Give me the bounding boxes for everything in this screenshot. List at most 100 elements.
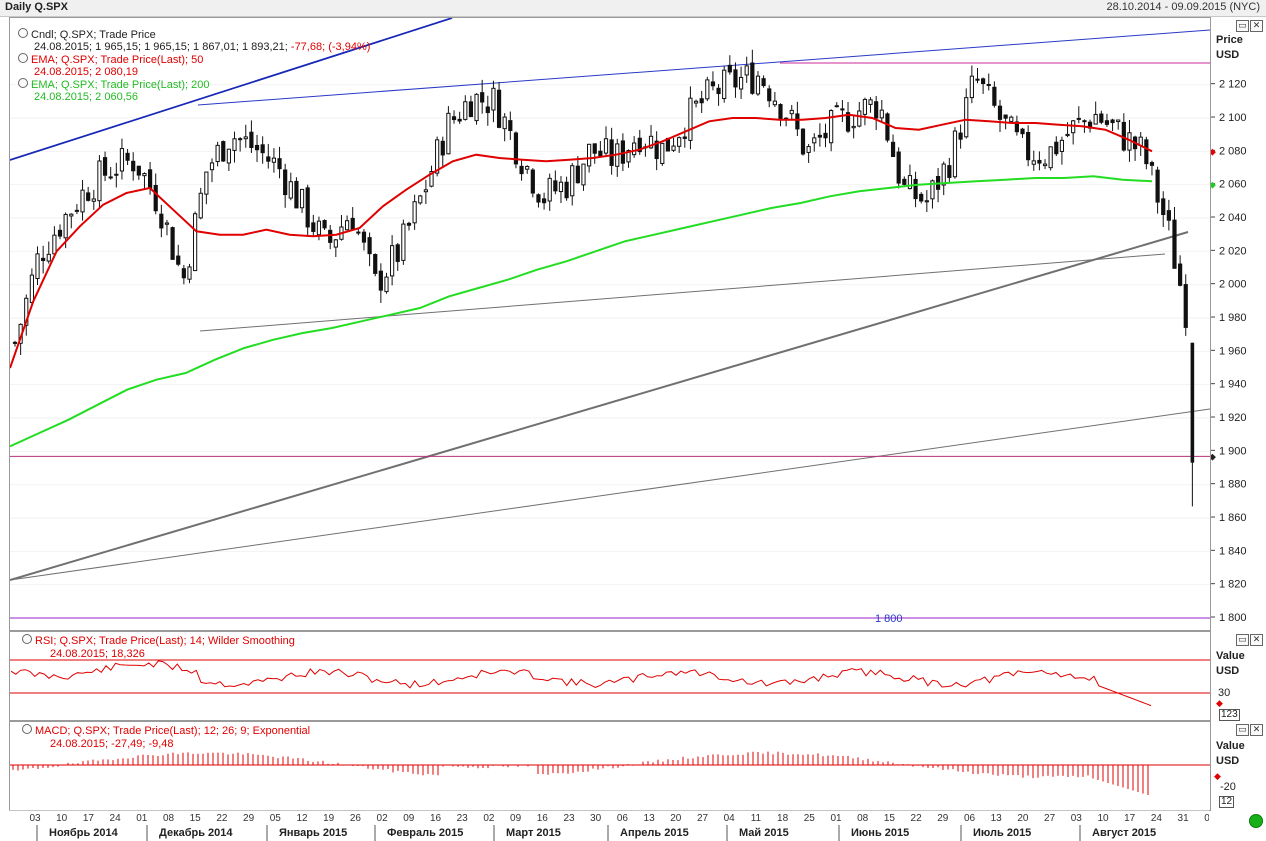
status-indicator-icon[interactable] <box>1249 814 1263 828</box>
settings-dot-icon[interactable] <box>22 634 32 644</box>
marker-icon: ◆ <box>1211 180 1216 190</box>
candle-body <box>209 162 215 171</box>
legend-candles-change: -77,68; (-3,94%) <box>290 41 371 53</box>
settings-dot-icon[interactable] <box>18 28 28 38</box>
candle-body <box>1003 114 1008 119</box>
close-panel-button[interactable]: ✕ <box>1250 724 1263 736</box>
candle-body <box>164 222 170 225</box>
candle-body <box>1042 163 1048 167</box>
macd-panel[interactable]: MACD; Q.SPX; Trade Price(Last); 12; 26; … <box>9 721 1211 811</box>
close-panel-button[interactable]: ✕ <box>1250 634 1263 646</box>
candle-body <box>254 144 260 151</box>
candle-body <box>1082 120 1087 123</box>
candle-body <box>468 101 474 118</box>
candle-body <box>232 138 237 151</box>
close-panel-button[interactable]: ✕ <box>1250 20 1263 32</box>
rsi-legend-name: RSI; Q.SPX; Trade Price(Last); 14; Wilde… <box>35 635 295 647</box>
candle-body <box>851 125 856 129</box>
marker-icon: ◆ <box>1214 771 1221 781</box>
month-label: Февраль 2015 <box>387 827 463 839</box>
candle-body <box>1065 133 1070 137</box>
candle-body <box>879 109 884 119</box>
candle-body <box>519 165 524 175</box>
price-tick-label: 2 120 <box>1219 79 1247 91</box>
candle-body <box>142 173 147 177</box>
minimize-panel-button[interactable]: ▭ <box>1236 20 1249 32</box>
minimize-panel-button[interactable]: ▭ <box>1236 634 1249 646</box>
rsi-level-label: 30 <box>1218 687 1231 699</box>
candle-body <box>964 97 969 138</box>
candle-body <box>457 118 462 122</box>
price-tick-label: 2 040 <box>1219 212 1247 224</box>
time-axis[interactable]: 03 10 17 24 01 08 15 22 29 05 12 19 26 02 09 16 23 02 09 16… <box>9 810 1209 841</box>
candle-body <box>1172 219 1177 269</box>
trendline <box>199 253 1166 332</box>
rsi-panel[interactable]: RSI; Q.SPX; Trade Price(Last); 14; Wilde… <box>9 631 1211 721</box>
candle-body <box>1149 162 1155 166</box>
candle-body <box>283 169 288 196</box>
trendline <box>197 29 1210 106</box>
candle-body <box>29 274 34 304</box>
day-tick-label: 04 <box>724 813 736 824</box>
rsi-legend: RSI; Q.SPX; Trade Price(Last); 14; Wilde… <box>22 634 295 647</box>
day-tick-label: 24 <box>1151 813 1163 824</box>
candle-body <box>1093 113 1098 125</box>
candle-body <box>958 132 963 140</box>
candle-body <box>716 87 721 95</box>
candle-body <box>429 171 434 187</box>
price-panel[interactable]: 1 800 Cndl; Q.SPX; Trade Price 24.08.201… <box>9 17 1211 631</box>
settings-dot-icon[interactable] <box>18 78 28 88</box>
candle-body <box>97 160 102 202</box>
candle-body <box>536 194 541 203</box>
candle-body <box>677 137 682 147</box>
month-label: Январь 2015 <box>279 827 347 839</box>
candle-body <box>654 140 659 160</box>
day-tick-label: 16 <box>537 813 549 824</box>
price-tick-label: 1 880 <box>1219 479 1247 491</box>
legend-candles: Cndl; Q.SPX; Trade Price <box>18 28 370 41</box>
candle-body <box>829 110 834 144</box>
candle-body <box>502 116 507 130</box>
candle-body <box>1144 139 1149 165</box>
day-tick-label: 12 <box>296 813 308 824</box>
day-tick-label: 06 <box>617 813 629 824</box>
candle-body <box>102 157 108 176</box>
macd-chart[interactable] <box>10 722 1210 810</box>
macd-scale-box[interactable]: 12 <box>1219 796 1235 808</box>
price-axis[interactable]: Price USD 1 800 1 820 1 840 1 860 1 880 1 900… <box>1211 17 1266 629</box>
price-chart[interactable]: 1 800 <box>10 18 1210 630</box>
candle-body <box>35 253 40 280</box>
rsi-scale-box[interactable]: 123 <box>1219 709 1240 721</box>
candle-body <box>249 131 254 148</box>
candle-body <box>198 192 203 219</box>
rsi-axis[interactable]: Value USD 30 ◆ 123 <box>1211 631 1266 721</box>
candle-body <box>581 163 586 186</box>
month-label: Март 2015 <box>506 827 561 839</box>
price-tick-label: 1 940 <box>1219 379 1247 391</box>
candle-body <box>243 136 248 140</box>
legend-ema50-name: EMA; Q.SPX; Trade Price(Last); 50 <box>31 54 204 66</box>
candle-body <box>131 160 136 172</box>
day-tick-label: 05 <box>270 813 282 824</box>
rsi-chart[interactable] <box>10 632 1210 720</box>
candle-body <box>761 78 766 87</box>
candle-body <box>1116 119 1121 123</box>
day-tick-label: 08 <box>163 813 175 824</box>
candle-body <box>1155 169 1160 203</box>
settings-dot-icon[interactable] <box>22 724 32 734</box>
day-tick-label: 18 <box>777 813 789 824</box>
day-tick-label: 09 <box>403 813 415 824</box>
trendline <box>10 408 1210 581</box>
candle-body <box>778 104 783 119</box>
macd-axis[interactable]: Value USD ◆ -20 12 <box>1211 721 1266 809</box>
minimize-panel-button[interactable]: ▭ <box>1236 724 1249 736</box>
candle-body <box>147 169 153 189</box>
candle-body <box>356 231 361 234</box>
trendline <box>10 231 1189 581</box>
settings-dot-icon[interactable] <box>18 53 28 63</box>
candle-body <box>738 76 744 90</box>
candle-body <box>688 97 693 141</box>
candle-body <box>710 81 716 87</box>
month-label: Август 2015 <box>1092 827 1156 839</box>
day-tick-label: 27 <box>1044 813 1056 824</box>
